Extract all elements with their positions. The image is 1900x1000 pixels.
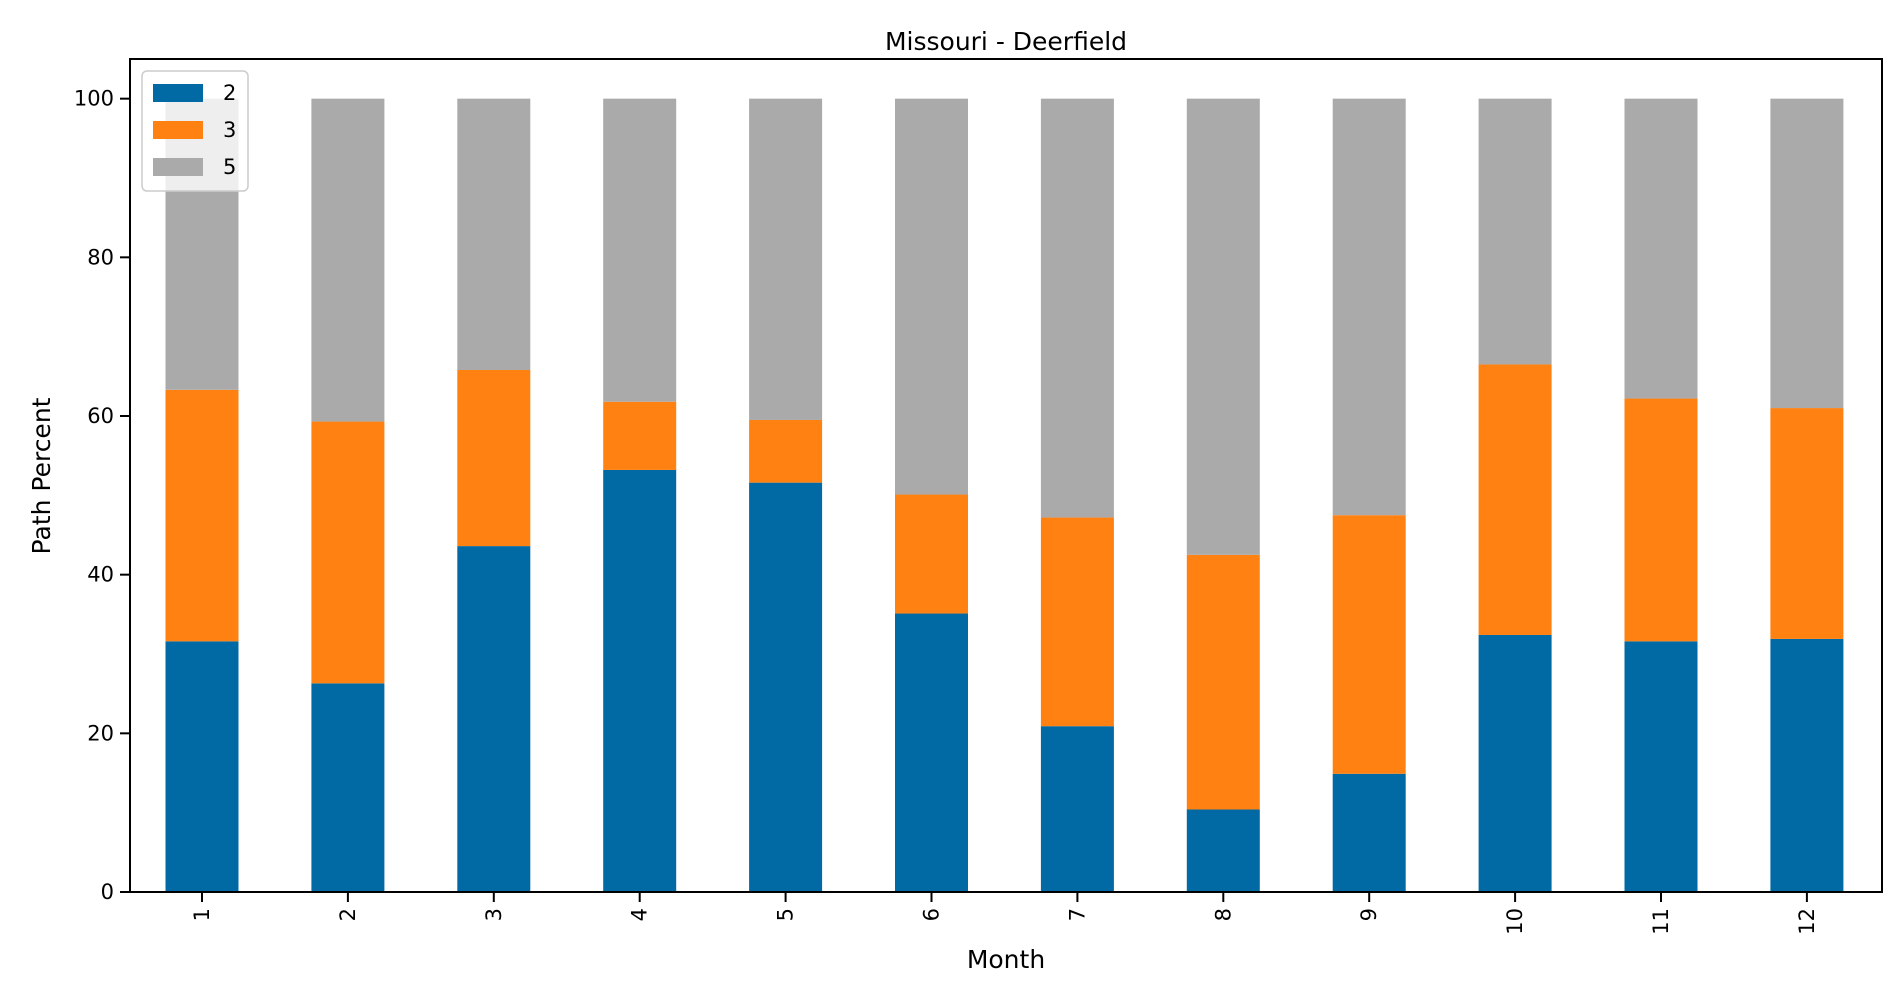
bars-group (165, 98, 1844, 892)
bar-month-3-series-3 (457, 369, 531, 547)
plot-frame (129, 58, 1883, 893)
x-tick-label: 11 (1649, 908, 1673, 935)
bar-month-6-series-2 (895, 613, 968, 892)
bar-month-11-series-2 (1624, 641, 1698, 892)
y-tick-label: 60 (87, 404, 114, 428)
bar-month-10-series-5 (1478, 98, 1552, 365)
bar-month-8-series-5 (1186, 98, 1260, 555)
legend-label-5: 5 (223, 155, 236, 179)
bar-month-5-series-5 (749, 98, 823, 420)
legend-swatch-5 (153, 158, 203, 176)
bar-month-1-series-2 (165, 641, 239, 892)
x-tick-label: 4 (628, 908, 652, 921)
y-tick-label: 80 (87, 245, 114, 269)
y-tick-label: 40 (87, 563, 114, 587)
bar-month-10-series-2 (1478, 634, 1552, 892)
x-tick-label: 10 (1503, 908, 1527, 935)
bar-month-7-series-2 (1040, 726, 1114, 892)
x-tick-label: 6 (920, 908, 944, 921)
bar-month-8-series-3 (1186, 554, 1260, 810)
x-tick-label: 7 (1065, 908, 1089, 921)
legend: 2 3 5 (141, 70, 249, 192)
bar-month-6-series-3 (895, 494, 968, 614)
y-axis-title: Path Percent (27, 397, 56, 554)
bar-month-5-series-3 (749, 419, 823, 483)
bar-month-10-series-3 (1478, 364, 1552, 635)
bar-month-9-series-3 (1332, 515, 1406, 774)
bar-month-2-series-3 (311, 421, 385, 684)
bar-month-7-series-5 (1040, 98, 1114, 518)
x-tick-label: 9 (1357, 908, 1381, 921)
bar-month-5-series-2 (749, 482, 823, 892)
x-axis-title: Month (967, 945, 1045, 974)
bar-month-2-series-2 (311, 683, 385, 892)
x-tick-label: 5 (774, 908, 798, 921)
bar-month-2-series-5 (311, 98, 385, 422)
bar-month-3-series-5 (457, 98, 531, 370)
legend-label-3: 3 (223, 118, 236, 142)
bar-month-9-series-5 (1332, 98, 1406, 516)
y-tick-label: 100 (74, 87, 114, 111)
x-tick-label: 1 (190, 908, 214, 921)
bar-month-4-series-2 (603, 469, 677, 892)
bar-month-8-series-2 (1186, 809, 1260, 892)
x-tick-label: 3 (482, 908, 506, 921)
bar-month-12-series-5 (1770, 98, 1844, 409)
x-tick-label: 12 (1795, 908, 1819, 935)
bar-month-12-series-2 (1770, 638, 1844, 892)
legend-label-2: 2 (223, 81, 236, 105)
chart-title: Missouri - Deerfield (885, 27, 1127, 56)
bar-month-3-series-2 (457, 546, 531, 892)
legend-swatch-2 (153, 84, 203, 102)
bar-month-12-series-3 (1770, 408, 1844, 639)
y-tick-label: 20 (87, 721, 114, 745)
bar-month-4-series-5 (603, 98, 677, 402)
bar-month-11-series-3 (1624, 398, 1698, 642)
x-tick-label: 2 (336, 908, 360, 921)
bar-month-1-series-3 (165, 389, 239, 642)
bar-month-11-series-5 (1624, 98, 1698, 399)
y-tick-label: 0 (101, 880, 114, 904)
x-tick-label: 8 (1211, 908, 1235, 921)
bar-month-9-series-2 (1332, 773, 1406, 892)
bar-month-6-series-5 (895, 98, 968, 495)
legend-swatch-3 (153, 121, 203, 139)
bar-month-7-series-3 (1040, 517, 1114, 727)
bar-month-4-series-3 (603, 401, 677, 470)
